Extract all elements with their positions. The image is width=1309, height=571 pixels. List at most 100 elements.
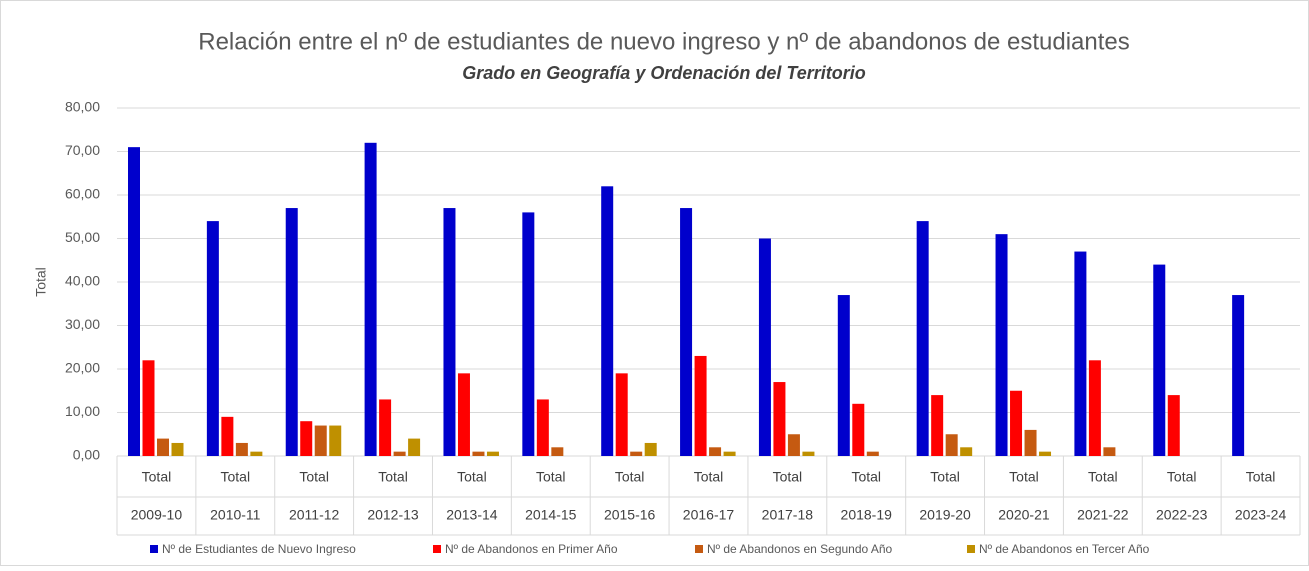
x-subcategory-label: Total: [299, 469, 329, 485]
bar: [960, 447, 973, 456]
x-tick-label: 2010-11: [210, 507, 261, 523]
legend-label: Nº de Abandonos en Tercer Año: [979, 542, 1150, 556]
bar: [1088, 360, 1101, 456]
bar: [536, 399, 549, 456]
x-subcategory-label: Total: [694, 469, 724, 485]
bar: [601, 186, 614, 457]
x-subcategory-label: Total: [1167, 469, 1197, 485]
bar: [250, 451, 263, 456]
x-subcategory-label: Total: [851, 469, 881, 485]
y-tick-label: 30,00: [65, 316, 100, 332]
bar: [931, 395, 944, 456]
bar: [364, 142, 377, 457]
bar: [866, 451, 879, 456]
bar: [680, 208, 693, 456]
legend-label: Nº de Abandonos en Primer Año: [445, 542, 618, 556]
bar: [1167, 395, 1180, 456]
bar: [551, 447, 564, 456]
bar: [522, 212, 535, 456]
bar: [457, 373, 470, 456]
bar: [1024, 429, 1037, 456]
y-tick-label: 50,00: [65, 229, 100, 245]
x-tick-label: 2015-16: [604, 507, 656, 523]
x-tick-label: 2019-20: [919, 507, 971, 523]
bar: [142, 360, 155, 456]
bar: [300, 421, 313, 456]
x-subcategory-label: Total: [930, 469, 960, 485]
bar: [694, 355, 707, 456]
x-tick-label: 2009-10: [131, 507, 183, 523]
bar: [709, 447, 722, 456]
x-subcategory-label: Total: [1088, 469, 1118, 485]
bar: [314, 425, 327, 456]
bar: [837, 295, 850, 456]
bar: [1039, 451, 1052, 456]
y-axis-label: Total: [33, 267, 49, 297]
bar: [443, 208, 456, 456]
x-tick-label: 2012-13: [367, 507, 419, 523]
x-tick-label: 2014-15: [525, 507, 577, 523]
x-subcategory-label: Total: [615, 469, 645, 485]
bar: [916, 221, 929, 456]
y-tick-label: 80,00: [65, 99, 100, 115]
bar: [773, 382, 786, 456]
bar: [206, 221, 219, 456]
bar: [472, 451, 485, 456]
x-tick-label: 2011-12: [289, 507, 340, 523]
bar: [630, 451, 643, 456]
bar: [758, 238, 771, 456]
y-tick-label: 40,00: [65, 273, 100, 289]
x-subcategory-label: Total: [457, 469, 487, 485]
x-tick-label: 2016-17: [683, 507, 735, 523]
x-subcategory-label: Total: [221, 469, 251, 485]
legend-label: Nº de Abandonos en Segundo Año: [707, 542, 893, 556]
x-tick-label: 2017-18: [762, 507, 814, 523]
chart-subtitle: Grado en Geografía y Ordenación del Terr…: [462, 63, 865, 83]
bar: [1153, 264, 1166, 456]
x-subcategory-label: Total: [773, 469, 803, 485]
legend-swatch: [967, 545, 975, 553]
bar: [393, 451, 406, 456]
bar: [1010, 390, 1023, 456]
chart-title: Relación entre el nº de estudiantes de n…: [198, 28, 1130, 55]
bar: [221, 416, 234, 456]
bar: [802, 451, 815, 456]
bar: [285, 208, 298, 456]
bar: [171, 442, 184, 456]
bar: [995, 234, 1008, 456]
y-tick-label: 10,00: [65, 403, 100, 419]
bar: [1074, 251, 1087, 456]
legend-swatch: [695, 545, 703, 553]
bar: [128, 147, 140, 456]
x-subcategory-label: Total: [378, 469, 408, 485]
bar: [1232, 295, 1245, 456]
bar: [486, 451, 499, 456]
bar: [235, 442, 248, 456]
legend-swatch: [150, 545, 158, 553]
y-tick-label: 60,00: [65, 186, 100, 202]
bar: [329, 425, 342, 456]
y-tick-label: 20,00: [65, 360, 100, 376]
x-tick-label: 2020-21: [998, 507, 1050, 523]
bar: [157, 438, 169, 456]
bar: [379, 399, 392, 456]
x-tick-label: 2022-23: [1156, 507, 1208, 523]
bar: [787, 434, 800, 456]
bar: [615, 373, 628, 456]
bar: [852, 403, 865, 456]
x-tick-label: 2018-19: [841, 507, 893, 523]
x-subcategory-label: Total: [1009, 469, 1039, 485]
legend-label: Nº de Estudiantes de Nuevo Ingreso: [162, 542, 356, 556]
bar: [1103, 447, 1116, 456]
bar: [644, 442, 657, 456]
x-subcategory-label: Total: [536, 469, 566, 485]
y-tick-label: 70,00: [65, 142, 100, 158]
bar: [945, 434, 958, 456]
bar: [723, 451, 736, 456]
bar: [408, 438, 421, 456]
x-tick-label: 2023-24: [1235, 507, 1287, 523]
x-tick-label: 2013-14: [446, 507, 498, 523]
x-subcategory-label: Total: [142, 469, 172, 485]
x-tick-label: 2021-22: [1077, 507, 1129, 523]
